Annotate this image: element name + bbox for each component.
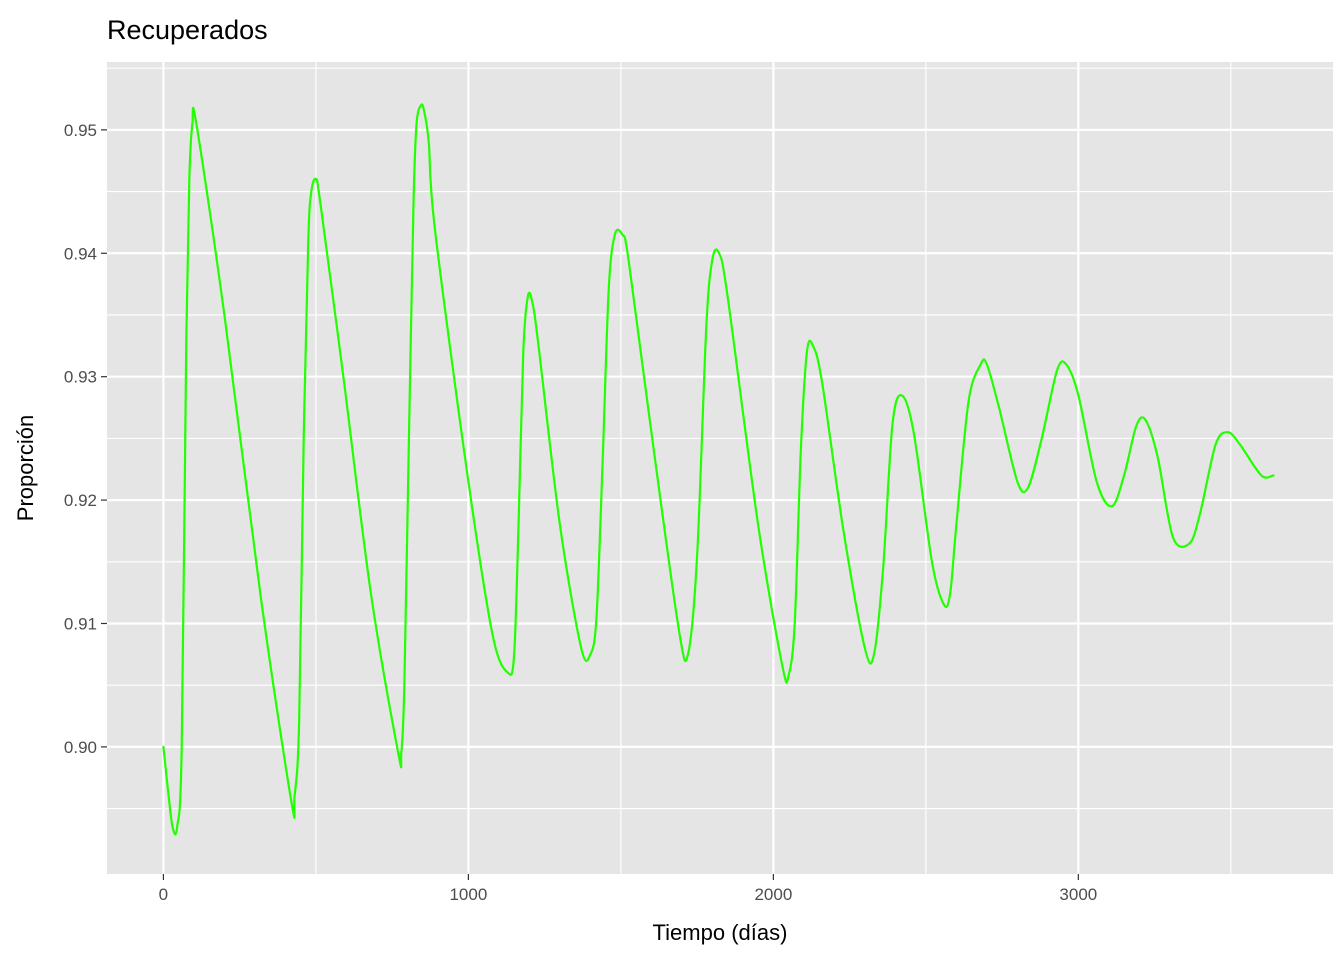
x-tick-label: 3000 bbox=[1059, 885, 1097, 904]
series-layer bbox=[162, 103, 1275, 836]
x-axis-ticks: 0 1000 2000 3000 bbox=[159, 874, 1097, 904]
x-axis-title: Tiempo (días) bbox=[653, 920, 788, 945]
plot-panel bbox=[107, 62, 1333, 874]
x-tick-label: 2000 bbox=[754, 885, 792, 904]
y-tick-label: 0.93 bbox=[64, 368, 97, 387]
chart-title: Recuperados bbox=[107, 15, 268, 45]
y-tick-label: 0.95 bbox=[64, 121, 97, 140]
y-tick-label: 0.94 bbox=[64, 244, 97, 263]
major-grid bbox=[107, 62, 1333, 874]
series-line bbox=[162, 103, 1275, 836]
x-tick-label: 1000 bbox=[449, 885, 487, 904]
y-axis-title: Proporción bbox=[13, 415, 38, 521]
y-tick-label: 0.90 bbox=[64, 738, 97, 757]
y-tick-label: 0.91 bbox=[64, 614, 97, 633]
minor-grid bbox=[107, 62, 1333, 874]
y-axis-ticks: 0.90 0.91 0.92 0.93 0.94 0.95 bbox=[64, 121, 107, 757]
y-tick-label: 0.92 bbox=[64, 491, 97, 510]
x-tick-label: 0 bbox=[159, 885, 168, 904]
